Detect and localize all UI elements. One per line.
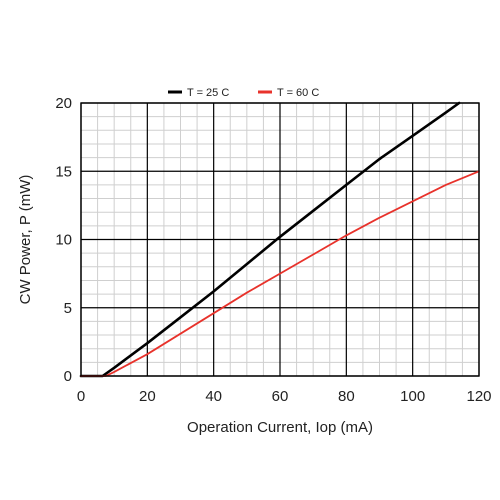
y-tick-label: 10 [55,232,72,249]
series-layer [79,101,480,378]
y-axis: 0 5 10 15 20 [55,95,72,385]
x-tick-label: 60 [272,388,289,405]
y-tick-label: 0 [64,368,72,385]
y-tick-label: 5 [64,300,72,317]
series-line-1 [79,101,461,378]
y-tick-label: 20 [55,95,72,112]
x-tick-label: 120 [466,388,491,405]
grid [80,102,480,377]
x-tick-label: 40 [205,388,222,405]
x-tick-label: 100 [400,388,425,405]
plot-frame [80,102,480,377]
x-tick-label: 20 [139,388,156,405]
x-tick-label: 80 [338,388,355,405]
legend: T = 25 C T = 60 C [168,87,319,99]
x-tick-label: 0 [77,388,85,405]
x-axis-title: Operation Current, Iop (mA) [187,419,373,436]
series-line-2 [80,170,480,377]
legend-label: T = 60 C [277,87,319,99]
x-axis: 0 20 40 60 80 100 120 [77,388,492,405]
legend-label: T = 25 C [187,87,229,99]
y-tick-label: 15 [55,163,72,180]
y-axis-title: CW Power, P (mW) [17,175,34,305]
